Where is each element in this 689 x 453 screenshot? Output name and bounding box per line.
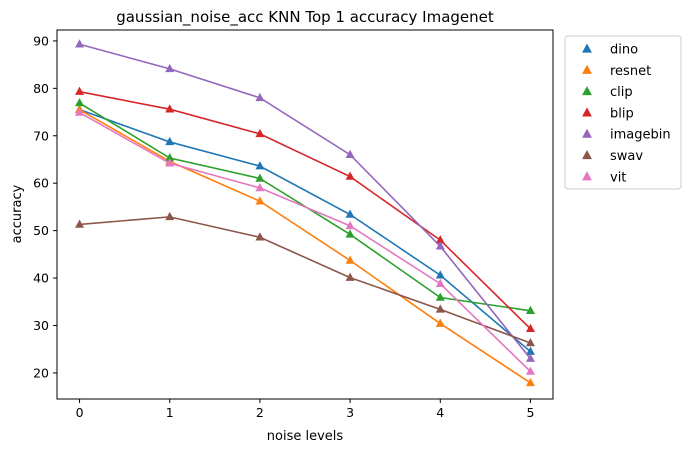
legend-label-resnet: resnet: [610, 64, 651, 79]
y-tick-label: 40: [33, 271, 49, 286]
plot-area: [75, 39, 535, 387]
series-swav: [75, 211, 535, 347]
data-point-resnet: [255, 196, 265, 205]
data-point-swav: [345, 272, 355, 281]
data-point-clip: [255, 173, 265, 182]
legend-label-imagebin: imagebin: [610, 128, 671, 143]
series-resnet: [75, 104, 535, 387]
data-point-blip: [525, 323, 535, 333]
x-tick-label: 1: [166, 405, 174, 420]
data-point-vit: [435, 278, 445, 287]
legend-marker-blip: [582, 107, 592, 117]
x-axis-label: noise levels: [267, 429, 344, 444]
data-point-vit: [255, 182, 265, 192]
chart-title: gaussian_noise_acc KNN Top 1 accuracy Im…: [116, 8, 494, 27]
data-point-resnet: [345, 255, 355, 264]
data-point-swav: [165, 211, 175, 221]
series-line-swav: [79, 216, 531, 344]
data-point-dino: [345, 209, 355, 218]
legend-label-dino: dino: [610, 43, 638, 58]
y-axis-label: accuracy: [10, 184, 25, 243]
data-point-clip: [165, 153, 175, 162]
series-line-imagebin: [79, 43, 532, 360]
data-point-blip: [75, 86, 85, 95]
legend-label-vit: vit: [610, 170, 626, 185]
legend-marker-swav: [582, 150, 592, 160]
series-line-blip: [79, 90, 532, 330]
legend-marker-resnet: [582, 64, 592, 74]
data-point-imagebin: [525, 353, 535, 362]
data-point-imagebin: [165, 63, 175, 73]
series-blip: [75, 86, 535, 333]
data-point-vit: [75, 107, 85, 116]
legend-marker-dino: [582, 43, 592, 53]
data-point-swav: [525, 338, 535, 347]
y-tick-label: 80: [33, 81, 49, 96]
series-clip: [75, 98, 535, 315]
legend-marker-clip: [582, 86, 592, 96]
data-point-imagebin: [255, 92, 265, 102]
series-imagebin: [75, 39, 535, 362]
data-point-dino: [165, 136, 175, 146]
data-point-dino: [525, 346, 535, 355]
data-point-clip: [345, 229, 355, 238]
data-point-blip: [255, 128, 265, 138]
y-axis: 20 30 40 50 60 70 80 90: [33, 33, 57, 380]
x-tick-label: 3: [346, 405, 354, 420]
data-point-dino: [255, 161, 265, 170]
data-point-blip: [165, 104, 175, 113]
legend: dino resnet clip blip imagebin swav vit: [564, 35, 682, 190]
y-tick-label: 90: [33, 33, 49, 48]
data-point-swav: [435, 304, 445, 313]
axes-frame: [56, 29, 554, 400]
data-point-imagebin: [345, 149, 355, 158]
legend-label-blip: blip: [610, 106, 634, 121]
legend-label-swav: swav: [610, 149, 643, 164]
y-tick-label: 70: [33, 128, 49, 143]
data-point-imagebin: [435, 241, 445, 250]
data-point-resnet: [525, 377, 535, 387]
data-point-blip: [435, 235, 445, 244]
x-tick-label: 4: [436, 405, 444, 420]
data-point-clip: [435, 292, 445, 301]
x-axis: 0 1 2 3 4 5: [76, 399, 534, 420]
y-tick-label: 30: [33, 318, 49, 333]
legend-label-clip: clip: [610, 85, 633, 100]
y-tick-label: 50: [33, 223, 49, 238]
series-line-dino: [79, 108, 531, 353]
series-line-vit: [79, 111, 532, 373]
y-tick-label: 20: [33, 365, 49, 380]
data-point-vit: [525, 366, 535, 375]
data-point-imagebin: [75, 39, 85, 48]
data-point-blip: [345, 171, 355, 180]
legend-marker-vit: [582, 171, 592, 181]
legend-marker-imagebin: [582, 128, 592, 138]
data-point-vit: [165, 158, 175, 167]
data-point-swav: [75, 219, 85, 228]
data-point-swav: [255, 232, 265, 241]
x-tick-label: 0: [76, 405, 84, 420]
series-vit: [75, 107, 535, 375]
x-tick-label: 5: [526, 405, 534, 420]
data-point-clip: [75, 98, 85, 107]
data-point-dino: [435, 270, 445, 279]
data-point-clip: [525, 305, 535, 315]
x-tick-label: 2: [256, 405, 264, 420]
data-point-vit: [345, 220, 355, 230]
data-point-resnet: [435, 318, 445, 327]
series-line-resnet: [79, 108, 531, 384]
legend-frame: [564, 35, 682, 190]
y-tick-label: 60: [33, 176, 49, 191]
